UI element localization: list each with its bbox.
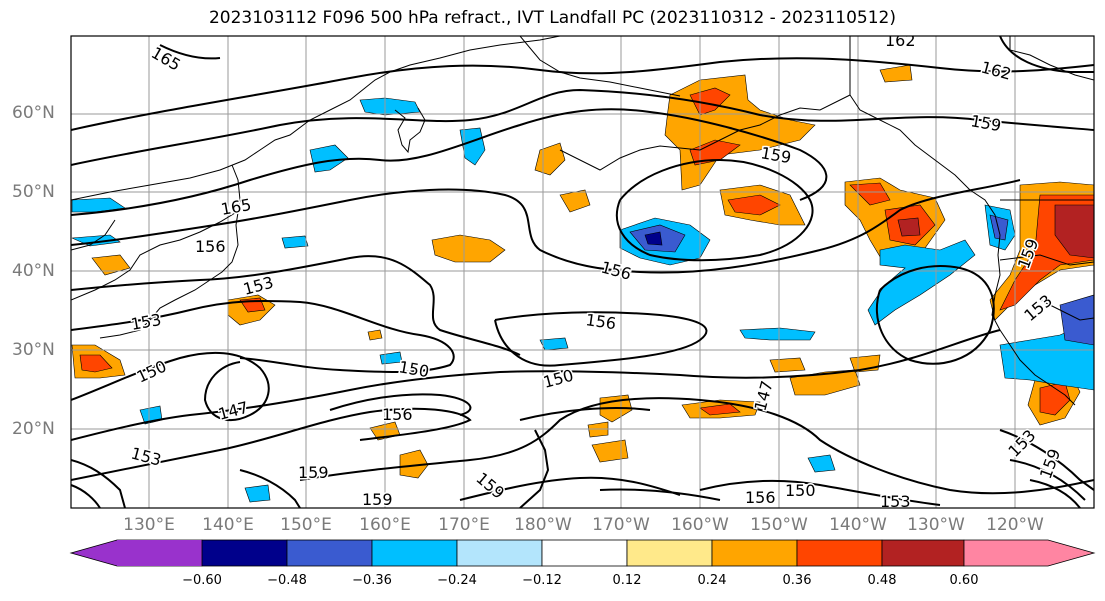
lon-label: 130°W: [907, 515, 965, 535]
colorbar-segment: [963, 539, 1096, 567]
colorbar-tick-label: 0.60: [949, 573, 979, 588]
svg-text:156: 156: [195, 237, 226, 256]
lon-label: 140°W: [829, 515, 887, 535]
colorbar-segment: [456, 539, 543, 567]
colorbar-segment: [711, 539, 798, 567]
colorbar-segment: [286, 539, 373, 567]
lon-label: 170°W: [592, 515, 650, 535]
colorbar: [69, 539, 1096, 567]
svg-text:156: 156: [382, 405, 413, 424]
colorbar-tick-label: 0.24: [697, 573, 727, 588]
lon-label: 150°W: [750, 515, 808, 535]
graticule: [71, 36, 1094, 508]
colorbar-segment: [796, 539, 883, 567]
colorbar-segment: [626, 539, 713, 567]
colorbar-tick-label: −0.24: [437, 573, 477, 588]
lat-label: 40°N: [12, 261, 55, 281]
lon-label: 120°W: [986, 515, 1044, 535]
lon-label: 130°E: [123, 515, 175, 535]
lon-label: 160°W: [671, 515, 729, 535]
map-border: [70, 35, 1095, 509]
svg-text:159: 159: [362, 490, 393, 509]
svg-text:153: 153: [880, 492, 911, 511]
lon-label: 150°E: [280, 515, 332, 535]
colorbar-segment: [541, 539, 628, 567]
lon-label: 180°W: [514, 515, 572, 535]
chart-title: 2023103112 F096 500 hPa refract., IVT La…: [208, 8, 896, 28]
lon-label: 140°E: [202, 515, 254, 535]
svg-text:156: 156: [584, 310, 617, 333]
colorbar-tick-label: −0.12: [522, 573, 562, 588]
colorbar-tick-label: 0.12: [612, 573, 642, 588]
colorbar-tick-label: −0.60: [182, 573, 222, 588]
colorbar-tick-label: 0.36: [782, 573, 812, 588]
colorbar-tick-label: 0.48: [867, 573, 897, 588]
svg-text:159: 159: [298, 463, 329, 482]
lon-label: 170°E: [438, 515, 490, 535]
lat-label: 20°N: [12, 419, 55, 439]
colorbar-segment: [201, 539, 288, 567]
colorbar-tick-label: −0.48: [267, 573, 307, 588]
svg-text:156: 156: [745, 488, 776, 507]
svg-text:162: 162: [885, 31, 916, 50]
svg-text:150: 150: [785, 481, 816, 500]
lat-label: 60°N: [12, 103, 55, 123]
lon-label: 160°E: [359, 515, 411, 535]
lat-label: 50°N: [12, 182, 55, 202]
height-contours: [71, 36, 1094, 508]
colorbar-segment: [881, 539, 965, 567]
colorbar-tick-label: −0.36: [352, 573, 392, 588]
lat-label: 30°N: [12, 340, 55, 360]
negative-anomaly-regions: [71, 97, 1094, 503]
colorbar-segment: [371, 539, 458, 567]
